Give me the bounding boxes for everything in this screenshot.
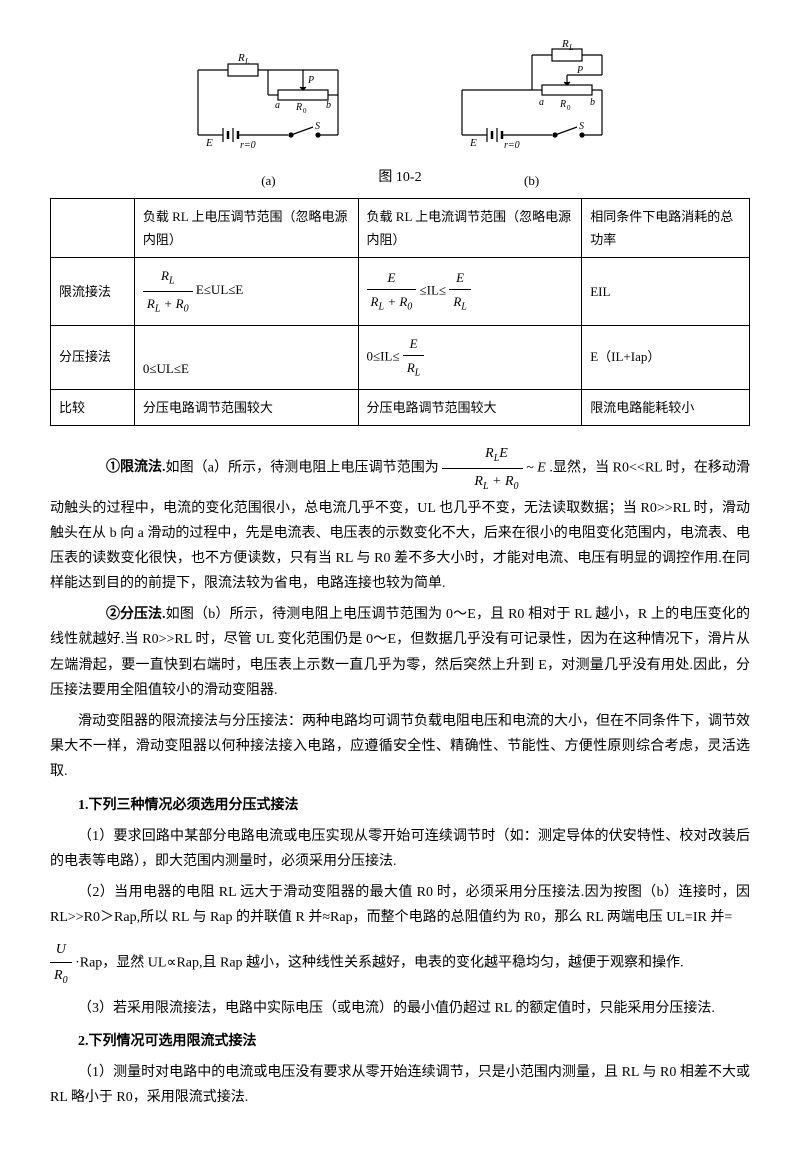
svg-text:P: P xyxy=(576,65,583,76)
svg-text:r=0: r=0 xyxy=(240,140,256,151)
frac5-suffix: ~ E xyxy=(523,460,546,475)
p5-a: （2）当用电器的电阻 RL 远大于滑动变阻器的最大值 R0 时，必须采用分压接法… xyxy=(50,885,750,925)
table-row-limiting: 限流接法 RL RL + R0 E≤UL≤E E RL + R0 ≤IL≤ E … xyxy=(51,258,750,325)
frac-e-rlr0: E RL + R0 xyxy=(367,266,417,317)
row1-current: E RL + R0 ≤IL≤ E RL xyxy=(358,258,582,325)
svg-text:P: P xyxy=(307,75,314,86)
circuit-a-svg: R L P a R 0 b E r=0 S xyxy=(178,50,358,160)
row1-power: EIL xyxy=(582,258,750,325)
heading-1: 1.下列三种情况必须选用分压式接法 xyxy=(50,793,750,818)
svg-text:S: S xyxy=(315,121,320,132)
comparison-table: 负载 RL 上电压调节范围（忽略电源内阻） 负载 RL 上电流调节范围（忽略电源… xyxy=(50,198,750,426)
svg-text:0: 0 xyxy=(567,104,571,112)
svg-text:R: R xyxy=(561,40,569,50)
row2-voltage: 0≤UL≤E xyxy=(134,325,358,389)
row2-label: 分压接法 xyxy=(51,325,135,389)
frac-e-rl: E RL xyxy=(449,266,471,317)
label-b: (b) xyxy=(442,169,622,192)
para-1: ①限流法.如图（a）所示，待测电阻上电压调节范围为 RLE RL + R0 ~ … xyxy=(50,441,750,596)
para-7: （1）测量时对电路中的电流或电压没有要求从零开始连续调节，只是小范围内测量，且 … xyxy=(50,1060,750,1110)
row1-voltage: RL RL + R0 E≤UL≤E xyxy=(134,258,358,325)
table-header-row: 负载 RL 上电压调节范围（忽略电源内阻） 负载 RL 上电流调节范围（忽略电源… xyxy=(51,198,750,258)
para-5b-wrap: U R0 ·Rap，显然 UL∝Rap,且 Rap 越小，这种线性关系越好，电表… xyxy=(50,937,750,990)
svg-text:0: 0 xyxy=(303,107,307,115)
figure-caption: 图 10-2 xyxy=(378,170,421,185)
svg-text:R: R xyxy=(237,52,245,64)
row1-label: 限流接法 xyxy=(51,258,135,325)
circuit-a: R L P a R 0 b E r=0 S (a) xyxy=(178,50,358,193)
frac-rl-r0: RL RL + R0 xyxy=(143,264,193,318)
row3-voltage: 分压电路调节范围较大 xyxy=(134,389,358,425)
p2-bold: ②分压法. xyxy=(78,602,166,627)
row2-current: 0≤IL≤ E RL xyxy=(358,325,582,389)
frac-u-r0: U R0 xyxy=(50,937,72,990)
circuit-b: R L P a R 0 b E r=0 S (b) xyxy=(442,40,622,193)
svg-text:L: L xyxy=(244,57,250,66)
svg-text:b: b xyxy=(326,100,331,111)
th-voltage: 负载 RL 上电压调节范围（忽略电源内阻） xyxy=(134,198,358,258)
svg-text:L: L xyxy=(568,43,574,52)
para-3: 滑动变阻器的限流接法与分压接法：两种电路均可调节负载电阻电压和电流的大小，但在不… xyxy=(50,709,750,785)
svg-text:b: b xyxy=(590,97,595,108)
para-6: （3）若采用限流接法，电路中实际电压（或电流）的最小值仍超过 RL 的额定值时，… xyxy=(50,996,750,1021)
label-a: (a) xyxy=(178,169,358,192)
row3-power: 限流电路能耗较小 xyxy=(582,389,750,425)
frac-inline-1: RLE RL + R0 xyxy=(442,441,522,496)
row3-current: 分压电路调节范围较大 xyxy=(358,389,582,425)
svg-text:R: R xyxy=(295,102,302,113)
circuit-b-svg: R L P a R 0 b E r=0 S xyxy=(442,40,622,160)
svg-text:E: E xyxy=(469,137,477,149)
svg-text:a: a xyxy=(275,100,280,111)
table-row-compare: 比较 分压电路调节范围较大 分压电路调节范围较大 限流电路能耗较小 xyxy=(51,389,750,425)
caption-center: 图 10-2 xyxy=(378,165,421,192)
svg-text:E: E xyxy=(205,137,213,149)
th-power: 相同条件下电路消耗的总功率 xyxy=(582,198,750,258)
svg-text:a: a xyxy=(539,97,544,108)
frac-e-rl-2: E RL xyxy=(403,332,425,383)
th-empty xyxy=(51,198,135,258)
row1-voltage-suffix: E≤UL≤E xyxy=(193,282,244,297)
para-5: （2）当用电器的电阻 RL 远大于滑动变阻器的最大值 R0 时，必须采用分压接法… xyxy=(50,880,750,930)
para-2: ②分压法.如图（b）所示，待测电阻上电压调节范围为 0～E，且 R0 相对于 R… xyxy=(50,602,750,703)
heading-2: 2.下列情况可选用限流式接法 xyxy=(50,1029,750,1054)
row3-label: 比较 xyxy=(51,389,135,425)
svg-text:R: R xyxy=(559,99,566,110)
p1-bold: ①限流法. xyxy=(78,455,166,480)
para-4: （1）要求回路中某部分电路电流或电压实现从零开始可连续调节时（如：测定导体的伏安… xyxy=(50,824,750,874)
p1-text1: 如图（a）所示，待测电阻上电压调节范围为 xyxy=(166,460,439,475)
svg-text:S: S xyxy=(579,121,584,132)
table-row-divider: 分压接法 0≤UL≤E 0≤IL≤ E RL E（IL+Iap） xyxy=(51,325,750,389)
p5-b: ·Rap，显然 UL∝Rap,且 Rap 越小，这种线性关系越好，电表的变化越平… xyxy=(75,955,683,970)
circuit-diagrams: R L P a R 0 b E r=0 S (a) 图 10-2 xyxy=(50,40,750,193)
row2-power: E（IL+Iap） xyxy=(582,325,750,389)
svg-text:r=0: r=0 xyxy=(504,140,520,151)
th-current: 负载 RL 上电流调节范围（忽略电源内阻） xyxy=(358,198,582,258)
